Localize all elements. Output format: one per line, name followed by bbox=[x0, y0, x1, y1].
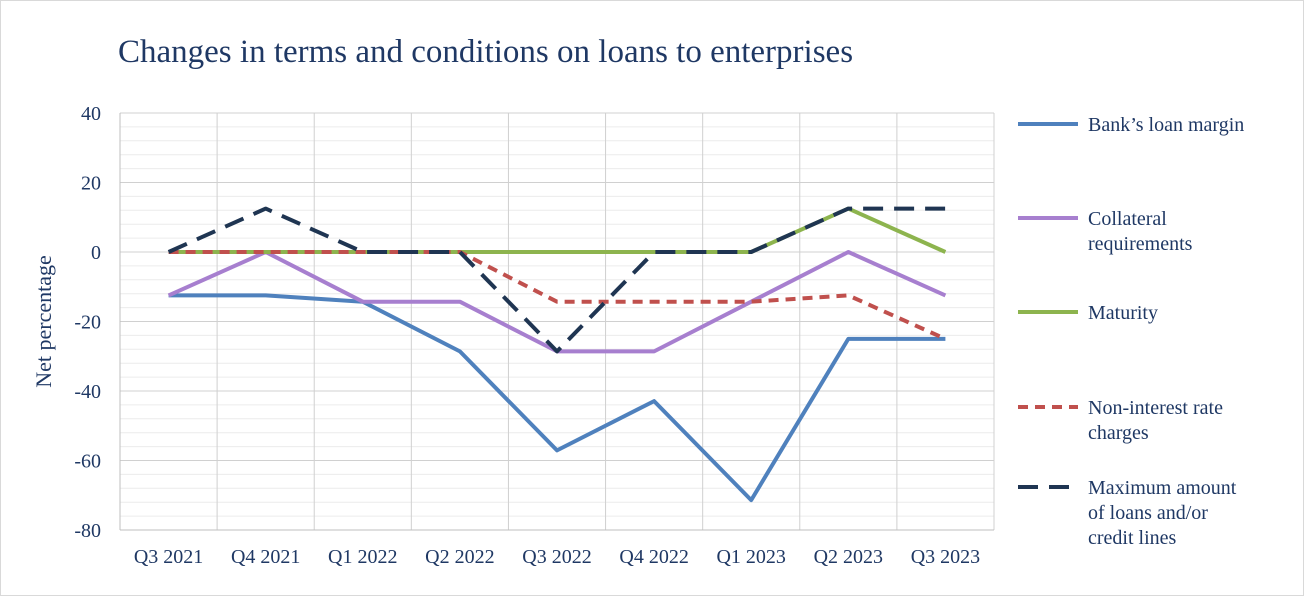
legend-label: Collateral bbox=[1088, 208, 1167, 230]
x-tick-label: Q1 2023 bbox=[716, 546, 785, 568]
x-tick-labels: Q3 2021 Q4 2021 Q1 2022 Q2 2022 Q3 2022 Q4 20… bbox=[134, 546, 980, 568]
legend: Bank’s loan margin Collateral requirement… bbox=[1018, 114, 1244, 549]
x-tick-label: Q3 2021 bbox=[134, 546, 203, 568]
x-tick-label: Q3 2023 bbox=[911, 546, 980, 568]
y-tick-label: -60 bbox=[74, 451, 101, 473]
series-line-3 bbox=[168, 250, 947, 341]
legend-label: Non-interest rate bbox=[1088, 397, 1223, 419]
legend-label: charges bbox=[1088, 422, 1149, 444]
series-line-0 bbox=[168, 293, 946, 503]
legend-label: of loans and/or bbox=[1088, 502, 1208, 524]
legend-label: Maximum amount bbox=[1088, 477, 1237, 499]
axes bbox=[119, 113, 994, 531]
y-tick-label: 0 bbox=[91, 242, 101, 264]
legend-label: requirements bbox=[1088, 233, 1193, 255]
series-line-4 bbox=[167, 206, 946, 354]
y-tick-label: -20 bbox=[74, 312, 101, 334]
x-tick-label: Q2 2022 bbox=[425, 546, 494, 568]
x-tick-label: Q4 2021 bbox=[231, 546, 300, 568]
x-tick-label: Q4 2022 bbox=[619, 546, 688, 568]
legend-label: Bank’s loan margin bbox=[1088, 114, 1244, 136]
chart-title: Changes in terms and conditions on loans… bbox=[118, 34, 853, 70]
legend-label: credit lines bbox=[1088, 527, 1177, 549]
y-tick-label: 20 bbox=[81, 173, 101, 195]
y-tick-label: -40 bbox=[74, 381, 101, 403]
y-axis-label: Net percentage bbox=[31, 255, 56, 388]
y-tick-labels: 40 20 0 -20 -40 -60 -80 bbox=[74, 103, 101, 542]
legend-label: Maturity bbox=[1088, 302, 1158, 324]
y-tick-label: 40 bbox=[81, 103, 101, 125]
grid-lines bbox=[119, 112, 995, 531]
y-tick-label: -80 bbox=[74, 520, 101, 542]
x-tick-label: Q2 2023 bbox=[814, 546, 883, 568]
x-tick-label: Q1 2022 bbox=[328, 546, 397, 568]
x-tick-label: Q3 2022 bbox=[522, 546, 591, 568]
series-lines bbox=[167, 206, 947, 503]
